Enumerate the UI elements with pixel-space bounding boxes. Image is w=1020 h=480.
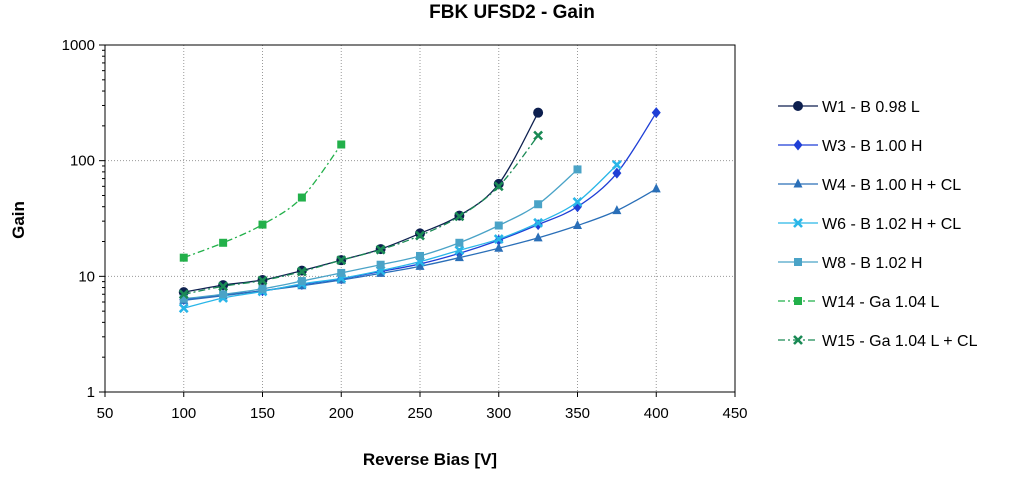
legend-item: W3 - B 1.00 H (778, 138, 922, 155)
y-tick-label: 10 (78, 268, 95, 285)
data-point (493, 178, 504, 189)
data-point (494, 221, 503, 230)
legend: W1 - B 0.98 L W3 - B 1.00 H W4 - B 1.00 H … (778, 99, 978, 350)
data-point (533, 232, 543, 242)
data-point (651, 107, 661, 119)
legend-item: W15 - Ga 1.04 L + CL (778, 333, 978, 350)
data-point (257, 275, 268, 286)
data-point (297, 277, 306, 286)
y-tick-label: 1000 (62, 37, 95, 54)
data-point (533, 217, 544, 228)
x-tick-label: 100 (171, 405, 196, 422)
legend-marker (794, 297, 802, 305)
data-point (336, 255, 347, 266)
series-line (183, 135, 539, 295)
y-axis-title: Gain (9, 201, 28, 239)
x-tick-label: 250 (407, 405, 432, 422)
legend-marker (793, 139, 803, 151)
data-point (415, 228, 425, 239)
legend-item: W4 - B 1.00 H + CL (778, 177, 961, 194)
series-line (183, 188, 657, 301)
data-point (493, 234, 504, 244)
legend-marker (793, 178, 803, 188)
data-point (493, 181, 504, 192)
data-point (178, 303, 189, 314)
data-point (454, 245, 465, 256)
data-point (533, 130, 544, 141)
series-7 (178, 130, 544, 300)
data-point (572, 196, 583, 207)
data-point (533, 107, 544, 118)
data-point (612, 205, 622, 215)
x-tick-label: 450 (722, 405, 747, 422)
data-point (337, 268, 346, 277)
data-point (415, 260, 425, 270)
legend-label: W6 - B 1.02 H + CL (822, 216, 961, 233)
data-point (455, 238, 464, 247)
series-line (183, 112, 539, 293)
data-point (612, 167, 622, 179)
data-point (375, 244, 386, 255)
series-2 (179, 107, 661, 306)
grid (105, 45, 735, 392)
data-point (494, 242, 504, 252)
legend-label: W4 - B 1.00 H + CL (822, 177, 961, 194)
data-point (376, 260, 385, 269)
legend-item: W8 - B 1.02 H (778, 255, 922, 272)
series-4 (178, 159, 622, 314)
x-axis-title: Reverse Bias [V] (363, 450, 497, 469)
series-layer (178, 107, 661, 314)
x-tick-label: 200 (329, 405, 354, 422)
series-line (183, 164, 618, 309)
legend-marker (794, 258, 802, 266)
legend-marker (793, 335, 803, 345)
data-point (573, 165, 582, 174)
data-point (416, 251, 424, 260)
x-tick-label: 150 (250, 405, 275, 422)
legend-label: W15 - Ga 1.04 L + CL (822, 333, 978, 350)
data-point (219, 290, 228, 299)
y-tick-label: 1 (87, 384, 95, 401)
legend-marker (793, 101, 803, 111)
data-point (534, 200, 543, 209)
series-line (183, 112, 657, 301)
x-tick-label: 400 (644, 405, 669, 422)
x-tick-label: 350 (565, 405, 590, 422)
data-point (454, 252, 464, 262)
legend-label: W3 - B 1.00 H (822, 138, 922, 155)
data-point (611, 159, 622, 170)
data-point (415, 230, 425, 241)
x-tick-label: 50 (97, 405, 114, 422)
data-point (258, 284, 267, 293)
legend-label: W1 - B 0.98 L (822, 99, 920, 116)
chart-title: FBK UFSD2 - Gain (429, 2, 595, 23)
y-tick-label: 100 (70, 153, 95, 170)
data-point (296, 266, 307, 277)
data-point (219, 238, 228, 247)
data-point (178, 289, 189, 300)
data-point (573, 220, 582, 230)
axis-ticks: 50 100 150 200 250 300 350 400 450 1 10 100 1000 (62, 37, 748, 422)
data-point (337, 140, 346, 149)
data-point (179, 294, 188, 303)
data-point (297, 193, 306, 202)
legend-item: W14 - Ga 1.04 L (778, 294, 939, 311)
legend-item: W6 - B 1.02 H + CL (778, 216, 961, 233)
x-tick-label: 300 (486, 405, 511, 422)
legend-marker (793, 218, 803, 228)
series-6 (179, 140, 346, 262)
legend-item: W1 - B 0.98 L (778, 99, 920, 116)
series-5 (179, 165, 582, 303)
data-point (651, 183, 661, 193)
data-point (218, 281, 229, 292)
legend-label: W14 - Ga 1.04 L (822, 294, 939, 311)
data-point (179, 253, 188, 262)
data-point (454, 211, 465, 222)
legend-label: W8 - B 1.02 H (822, 255, 922, 272)
data-point (258, 220, 267, 229)
